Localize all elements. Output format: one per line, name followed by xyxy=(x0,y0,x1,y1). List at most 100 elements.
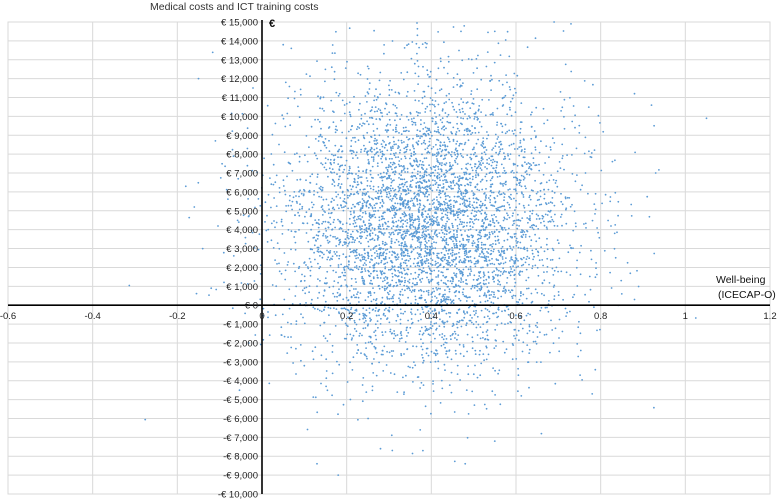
data-point-4634 xyxy=(397,91,400,94)
data-point-326 xyxy=(292,262,295,265)
data-point-1733 xyxy=(402,376,404,379)
data-point-1462 xyxy=(376,270,378,273)
data-point-3239 xyxy=(315,222,318,225)
data-point-4597 xyxy=(402,165,404,168)
data-point-4370 xyxy=(534,324,537,327)
data-point-2749 xyxy=(392,103,395,106)
data-point-3274 xyxy=(490,74,492,77)
data-point-3081 xyxy=(407,365,410,368)
data-point-2106 xyxy=(424,111,427,113)
data-point-2577 xyxy=(453,243,455,245)
data-point-2735 xyxy=(520,264,523,267)
data-point-3431 xyxy=(485,296,488,298)
data-point-2726 xyxy=(509,188,511,191)
data-point-515 xyxy=(408,255,411,258)
data-point-2770 xyxy=(440,168,443,171)
data-point-2823 xyxy=(444,293,446,296)
data-point-3296 xyxy=(343,337,346,340)
data-point-3901 xyxy=(381,349,384,352)
data-point-3267 xyxy=(531,209,534,212)
data-point-4064 xyxy=(448,311,450,314)
data-point-1645 xyxy=(458,129,461,132)
data-point-1190 xyxy=(499,54,502,56)
data-point-743 xyxy=(476,315,479,318)
data-point-3328 xyxy=(299,88,302,91)
data-point-3784 xyxy=(366,251,369,254)
data-point-4695 xyxy=(421,263,424,265)
data-point-4101 xyxy=(523,148,526,151)
data-point-3606 xyxy=(485,260,488,262)
data-point-2556 xyxy=(458,178,460,181)
data-point-3370 xyxy=(403,141,405,143)
data-point-2293 xyxy=(459,272,462,275)
data-point-4221 xyxy=(517,390,519,393)
data-point-255 xyxy=(347,267,350,270)
data-point-551 xyxy=(475,218,478,221)
data-point-856 xyxy=(460,168,463,170)
data-point-1469 xyxy=(457,309,460,311)
data-point-1931 xyxy=(531,226,534,229)
data-point-3077 xyxy=(415,141,418,144)
data-point-845 xyxy=(318,291,321,294)
data-point-1801 xyxy=(427,265,430,268)
data-point-4268 xyxy=(497,209,500,212)
data-point-4194 xyxy=(395,126,397,129)
data-point-3747 xyxy=(311,350,314,353)
data-point-1650 xyxy=(481,250,483,253)
data-point-1694 xyxy=(367,291,370,294)
data-point-2783 xyxy=(484,229,487,231)
data-point-4553 xyxy=(380,273,383,276)
data-point-3176 xyxy=(318,135,320,138)
data-point-1602 xyxy=(360,114,363,116)
data-point-15 xyxy=(468,306,470,309)
data-point-709 xyxy=(551,267,554,270)
data-point-2849 xyxy=(520,291,522,293)
data-point-3544 xyxy=(317,95,319,98)
data-point-2258 xyxy=(459,203,462,206)
data-point-164 xyxy=(522,196,525,198)
data-point-2259 xyxy=(511,249,514,251)
data-point-933 xyxy=(470,153,472,156)
data-point-675 xyxy=(510,114,513,117)
data-point-581 xyxy=(342,307,344,310)
data-point-160 xyxy=(342,403,345,406)
data-point-842 xyxy=(355,186,358,189)
data-point-3816 xyxy=(381,296,384,299)
data-point-4191 xyxy=(507,271,510,274)
data-point-4528 xyxy=(372,130,375,132)
data-point-2671 xyxy=(412,248,415,251)
data-point-4372 xyxy=(410,154,413,157)
data-point-2900 xyxy=(489,263,492,265)
data-point-199 xyxy=(362,211,364,214)
data-point-3340 xyxy=(411,179,414,182)
data-point-1529 xyxy=(502,172,504,174)
data-point-3183 xyxy=(376,151,378,154)
data-point-2403 xyxy=(352,222,355,225)
data-point-1873 xyxy=(321,205,324,207)
data-point-1789 xyxy=(528,324,531,326)
data-point-4190 xyxy=(449,298,452,301)
data-point-1237 xyxy=(460,261,463,263)
data-point-3361 xyxy=(436,160,439,163)
data-point-1074 xyxy=(467,413,470,415)
data-point-379 xyxy=(367,341,370,344)
data-point-4215 xyxy=(513,262,516,265)
data-point-2898 xyxy=(527,221,529,224)
data-point-586 xyxy=(398,177,400,179)
data-point-2980 xyxy=(421,186,424,189)
data-point-3359 xyxy=(360,148,363,151)
data-point-4223 xyxy=(442,274,445,277)
data-point-1525 xyxy=(515,358,518,360)
data-point-2962 xyxy=(503,193,506,196)
data-point-2761 xyxy=(550,174,553,177)
data-point-1313 xyxy=(338,207,340,210)
data-point-4200 xyxy=(349,223,351,226)
data-point-388 xyxy=(448,255,450,258)
data-point-4206 xyxy=(301,205,304,208)
data-point-729 xyxy=(309,261,312,263)
data-point-4467 xyxy=(486,263,489,266)
data-point-4598 xyxy=(522,293,525,296)
data-point-3632 xyxy=(440,170,443,173)
data-point-4541 xyxy=(560,110,562,112)
data-point-893 xyxy=(456,176,459,179)
